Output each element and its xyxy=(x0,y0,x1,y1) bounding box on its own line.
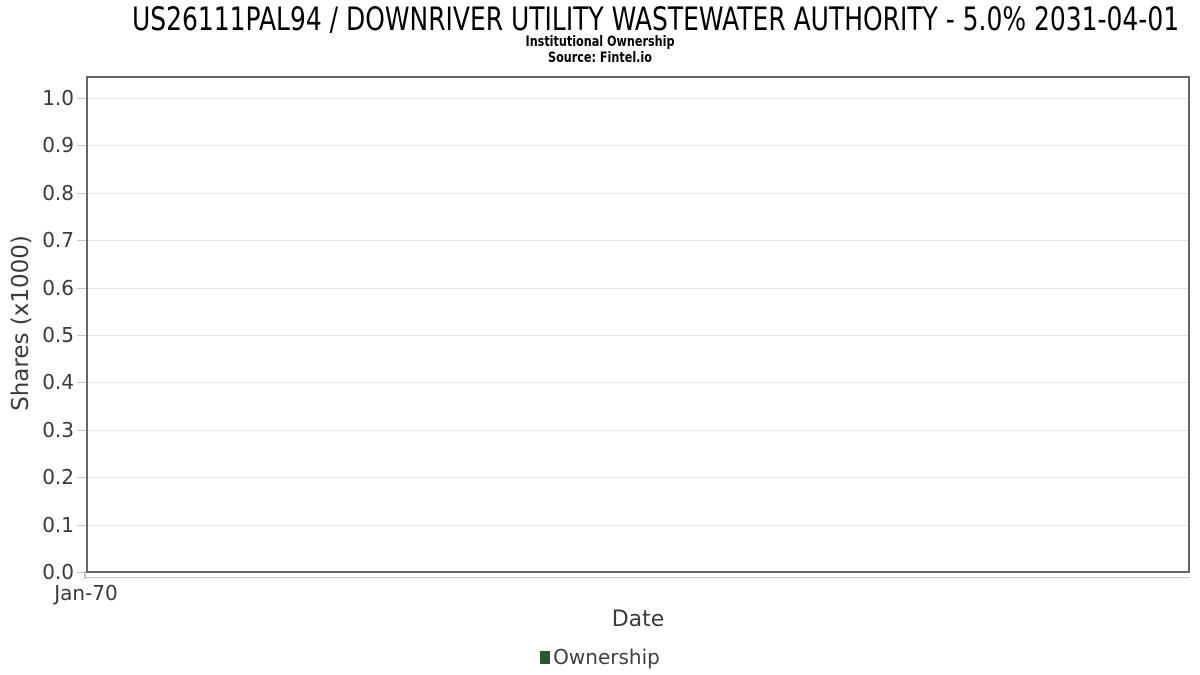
y-tick-mark xyxy=(77,335,86,336)
y-gridline xyxy=(88,429,1188,431)
y-gridline xyxy=(88,335,1188,336)
y-tick-label: 0.7 xyxy=(42,228,74,253)
x-tick-label: Jan-70 xyxy=(54,581,118,605)
y-gridline xyxy=(88,524,1188,526)
plot-area xyxy=(86,76,1190,573)
y-tick-label: 1.0 xyxy=(42,86,74,110)
y-tick-label: 0.0 xyxy=(42,560,74,584)
y-tick-label: 0.6 xyxy=(42,275,74,300)
y-tick-label: 0.3 xyxy=(42,417,74,442)
y-gridline xyxy=(88,287,1188,289)
y-tick-label: 0.9 xyxy=(42,133,74,158)
y-tick-mark xyxy=(77,572,86,573)
y-gridline xyxy=(88,477,1188,479)
chart-source: Source: Fintel.io xyxy=(548,50,652,66)
x-axis-title: Date xyxy=(611,607,665,632)
y-gridline xyxy=(88,382,1188,384)
y-tick-label: 0.1 xyxy=(42,512,74,537)
y-tick-mark xyxy=(77,287,86,289)
y-gridline xyxy=(88,240,1188,242)
y-tick-label: 0.2 xyxy=(42,465,74,490)
legend: Ownership xyxy=(0,645,1200,669)
chart-subtitle: Institutional Ownership xyxy=(525,34,675,50)
legend-label-ownership: Ownership xyxy=(553,645,660,669)
y-gridline xyxy=(88,145,1188,147)
y-tick-mark xyxy=(77,98,86,99)
y-tick-mark xyxy=(77,192,86,194)
y-tick-mark xyxy=(77,524,86,526)
y-tick-label: 0.8 xyxy=(42,180,74,205)
legend-marker-ownership xyxy=(540,651,551,664)
y-tick-mark xyxy=(77,145,86,147)
y-tick-label: 0.4 xyxy=(42,370,74,395)
y-gridline xyxy=(88,192,1188,194)
y-tick-mark xyxy=(77,429,86,431)
chart-title: US26111PAL94 / DOWNRIVER UTILITY WASTEWA… xyxy=(132,0,1180,38)
x-axis-line xyxy=(86,577,1190,578)
y-tick-mark xyxy=(77,477,86,479)
y-tick-mark xyxy=(77,240,86,242)
x-tick-mark xyxy=(84,571,86,579)
y-gridline xyxy=(88,98,1188,99)
y-tick-mark xyxy=(77,382,86,384)
y-tick-label: 0.5 xyxy=(42,323,74,347)
